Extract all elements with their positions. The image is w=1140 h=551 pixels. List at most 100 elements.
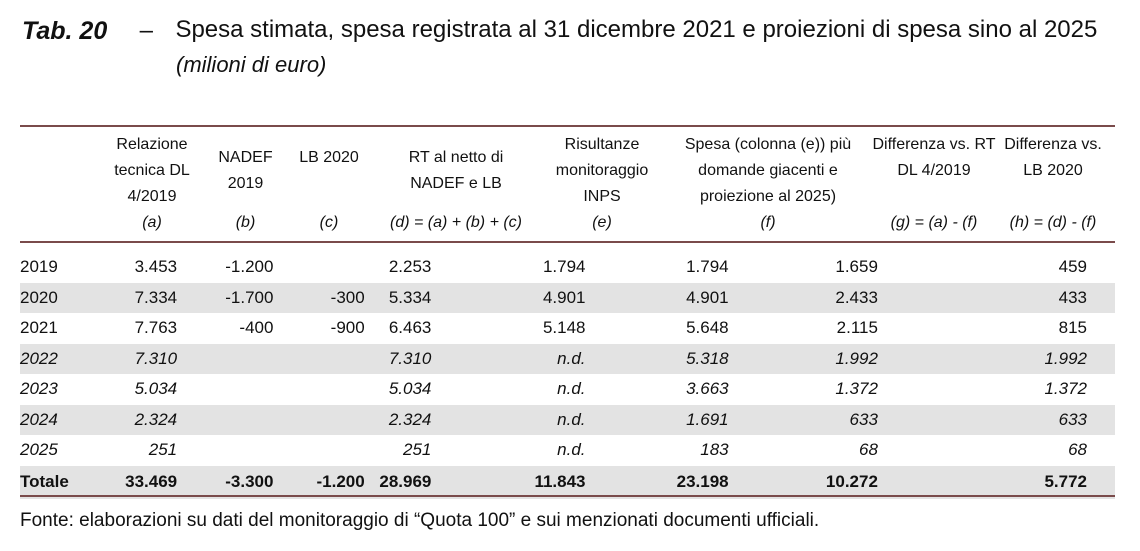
header-col-h: Differenza vs. LB 2020 (h) = (d) - (f) bbox=[998, 132, 1108, 231]
header-label: Differenza vs. LB 2020 bbox=[1004, 136, 1102, 179]
year-cell: 2020 bbox=[20, 282, 107, 313]
cell-e: n.d. bbox=[557, 440, 586, 460]
cell-g: 1.992 bbox=[800, 343, 968, 374]
cell-h: 5.772 bbox=[967, 465, 1115, 499]
cell-h: 633 bbox=[967, 404, 1115, 435]
cell-d: 7.310 bbox=[364, 343, 487, 374]
header-label: LB 2020 bbox=[299, 149, 359, 166]
cell-c bbox=[273, 404, 365, 435]
cell-g: 633 bbox=[800, 404, 968, 435]
cell-a: 33.469 bbox=[106, 465, 178, 499]
header-label: Spesa (colonna (e)) più domande giacenti… bbox=[684, 136, 852, 205]
header-code: (e) bbox=[592, 214, 612, 231]
table-row: 2020 7.334 -1.700 -300 5.334 4.901 4.901 2.433 4… bbox=[20, 282, 1115, 313]
header-code: (f) bbox=[760, 214, 776, 231]
header-code: (h) = (d) - (f) bbox=[1009, 214, 1097, 231]
cell-h: 433 bbox=[967, 282, 1115, 313]
cell-g: 10.272 bbox=[800, 465, 968, 499]
year-cell: 2024 bbox=[20, 404, 107, 435]
cell-c: -900 bbox=[330, 318, 365, 338]
cell-d: 5.334 bbox=[364, 282, 487, 313]
table-row: 2024 2.324 2.324 n.d. 1.691 633 633 bbox=[20, 404, 1115, 435]
cell-b bbox=[177, 374, 273, 405]
cell-f: 183 bbox=[700, 440, 729, 460]
year-cell: 2021 bbox=[20, 318, 58, 338]
cell-a: 2.324 bbox=[106, 404, 178, 435]
header-label: Risultanze monitoraggio INPS bbox=[555, 136, 649, 205]
header-code: (a) bbox=[142, 214, 162, 231]
cell-d: 5.034 bbox=[388, 379, 432, 399]
cell-h: 815 bbox=[1058, 318, 1087, 338]
year-cell: 2019 bbox=[20, 257, 58, 277]
cell-f: 5.648 bbox=[686, 318, 729, 338]
year-cell: Totale bbox=[20, 465, 107, 499]
year-cell: 2022 bbox=[20, 343, 107, 374]
table-unit: (milioni di euro) bbox=[176, 52, 327, 77]
cell-d: 2.253 bbox=[388, 257, 432, 277]
cell-a: 7.310 bbox=[106, 343, 178, 374]
table-row: 2019 3.453 -1.200 2.253 1.794 1.794 1.659 459 bbox=[20, 252, 1115, 283]
header-label: Differenza vs. RT DL 4/2019 bbox=[872, 136, 996, 179]
cell-a: 5.034 bbox=[134, 379, 178, 399]
header-label: Relazione tecnica DL 4/2019 bbox=[114, 136, 190, 205]
header-col-c: LB 2020 (c) bbox=[297, 145, 361, 231]
header-code: (d) = (a) + (b) + (c) bbox=[389, 214, 523, 231]
cell-a: 3.453 bbox=[134, 257, 178, 277]
cell-c bbox=[273, 343, 365, 374]
title-dash: – bbox=[139, 17, 153, 44]
table-row: 2023 5.034 5.034 n.d. 3.663 1.372 1.372 bbox=[20, 374, 1115, 405]
cell-e: n.d. bbox=[557, 379, 586, 399]
total-row: Totale 33.469 -3.300 -1.200 28.969 11.843 23.1… bbox=[20, 465, 1115, 499]
header-col-f: Spesa (colonna (e)) più domande giacenti… bbox=[666, 132, 870, 231]
cell-b bbox=[177, 404, 274, 435]
cell-h: 1.992 bbox=[967, 343, 1115, 374]
header-code: (b) bbox=[235, 214, 256, 231]
cell-h: 68 bbox=[1068, 440, 1087, 460]
cell-g: 1.372 bbox=[835, 379, 878, 399]
cell-b: -400 bbox=[239, 318, 274, 338]
cell-e: 11.843 bbox=[486, 465, 644, 499]
cell-a: 7.334 bbox=[106, 282, 178, 313]
cell-c bbox=[273, 435, 364, 466]
table-title: Tab. 20 – Spesa stimata, spesa registrat… bbox=[22, 12, 1132, 78]
cell-f: 1.794 bbox=[686, 257, 729, 277]
cell-e: 4.901 bbox=[486, 282, 644, 313]
header-label: RT al netto di NADEF e LB bbox=[408, 149, 504, 192]
table-row: 2025 251 251 n.d. 183 68 68 bbox=[20, 435, 1115, 466]
year-cell: 2023 bbox=[20, 379, 58, 399]
cell-f: 1.691 bbox=[643, 404, 801, 435]
cell-g: 2.433 bbox=[800, 282, 968, 313]
cell-f: 5.318 bbox=[643, 343, 801, 374]
header-col-g: Differenza vs. RT DL 4/2019 (g) = (a) - … bbox=[872, 132, 996, 231]
cell-d: 28.969 bbox=[364, 465, 487, 499]
header-rule bbox=[20, 241, 1115, 243]
cell-g: 2.115 bbox=[836, 318, 878, 338]
cell-e: n.d. bbox=[486, 343, 644, 374]
header-col-e: Risultanze monitoraggio INPS (e) bbox=[540, 132, 664, 231]
cell-h: 459 bbox=[1058, 257, 1087, 277]
cell-f: 4.901 bbox=[643, 282, 801, 313]
table-row: 2022 7.310 7.310 n.d. 5.318 1.992 1.992 bbox=[20, 343, 1115, 374]
cell-f: 23.198 bbox=[643, 465, 801, 499]
top-rule bbox=[20, 125, 1115, 127]
header-col-b: NADEF 2019 (b) bbox=[208, 145, 283, 231]
header-label: NADEF 2019 bbox=[218, 149, 273, 192]
cell-d: 6.463 bbox=[388, 318, 432, 338]
cell-e: 1.794 bbox=[542, 257, 586, 277]
cell-b: -1.700 bbox=[177, 282, 274, 313]
header-col-a: Relazione tecnica DL 4/2019 (a) bbox=[100, 132, 204, 231]
cell-d: 2.324 bbox=[364, 404, 487, 435]
title-text: Spesa stimata, spesa registrata al 31 di… bbox=[175, 16, 1098, 43]
cell-e: n.d. bbox=[486, 404, 644, 435]
cell-c bbox=[273, 374, 364, 405]
cell-e: 5.148 bbox=[542, 318, 586, 338]
year-cell: 2025 bbox=[20, 440, 58, 460]
bottom-rule bbox=[20, 495, 1115, 497]
cell-c bbox=[273, 252, 364, 283]
header-col-d: RT al netto di NADEF e LB (d) = (a) + (b… bbox=[380, 145, 532, 231]
source-note: Fonte: elaborazioni su dati del monitora… bbox=[20, 510, 820, 531]
cell-a: 251 bbox=[148, 440, 178, 460]
cell-b: -1.200 bbox=[225, 257, 274, 277]
cell-b bbox=[177, 435, 273, 466]
cell-f: 3.663 bbox=[686, 379, 729, 399]
